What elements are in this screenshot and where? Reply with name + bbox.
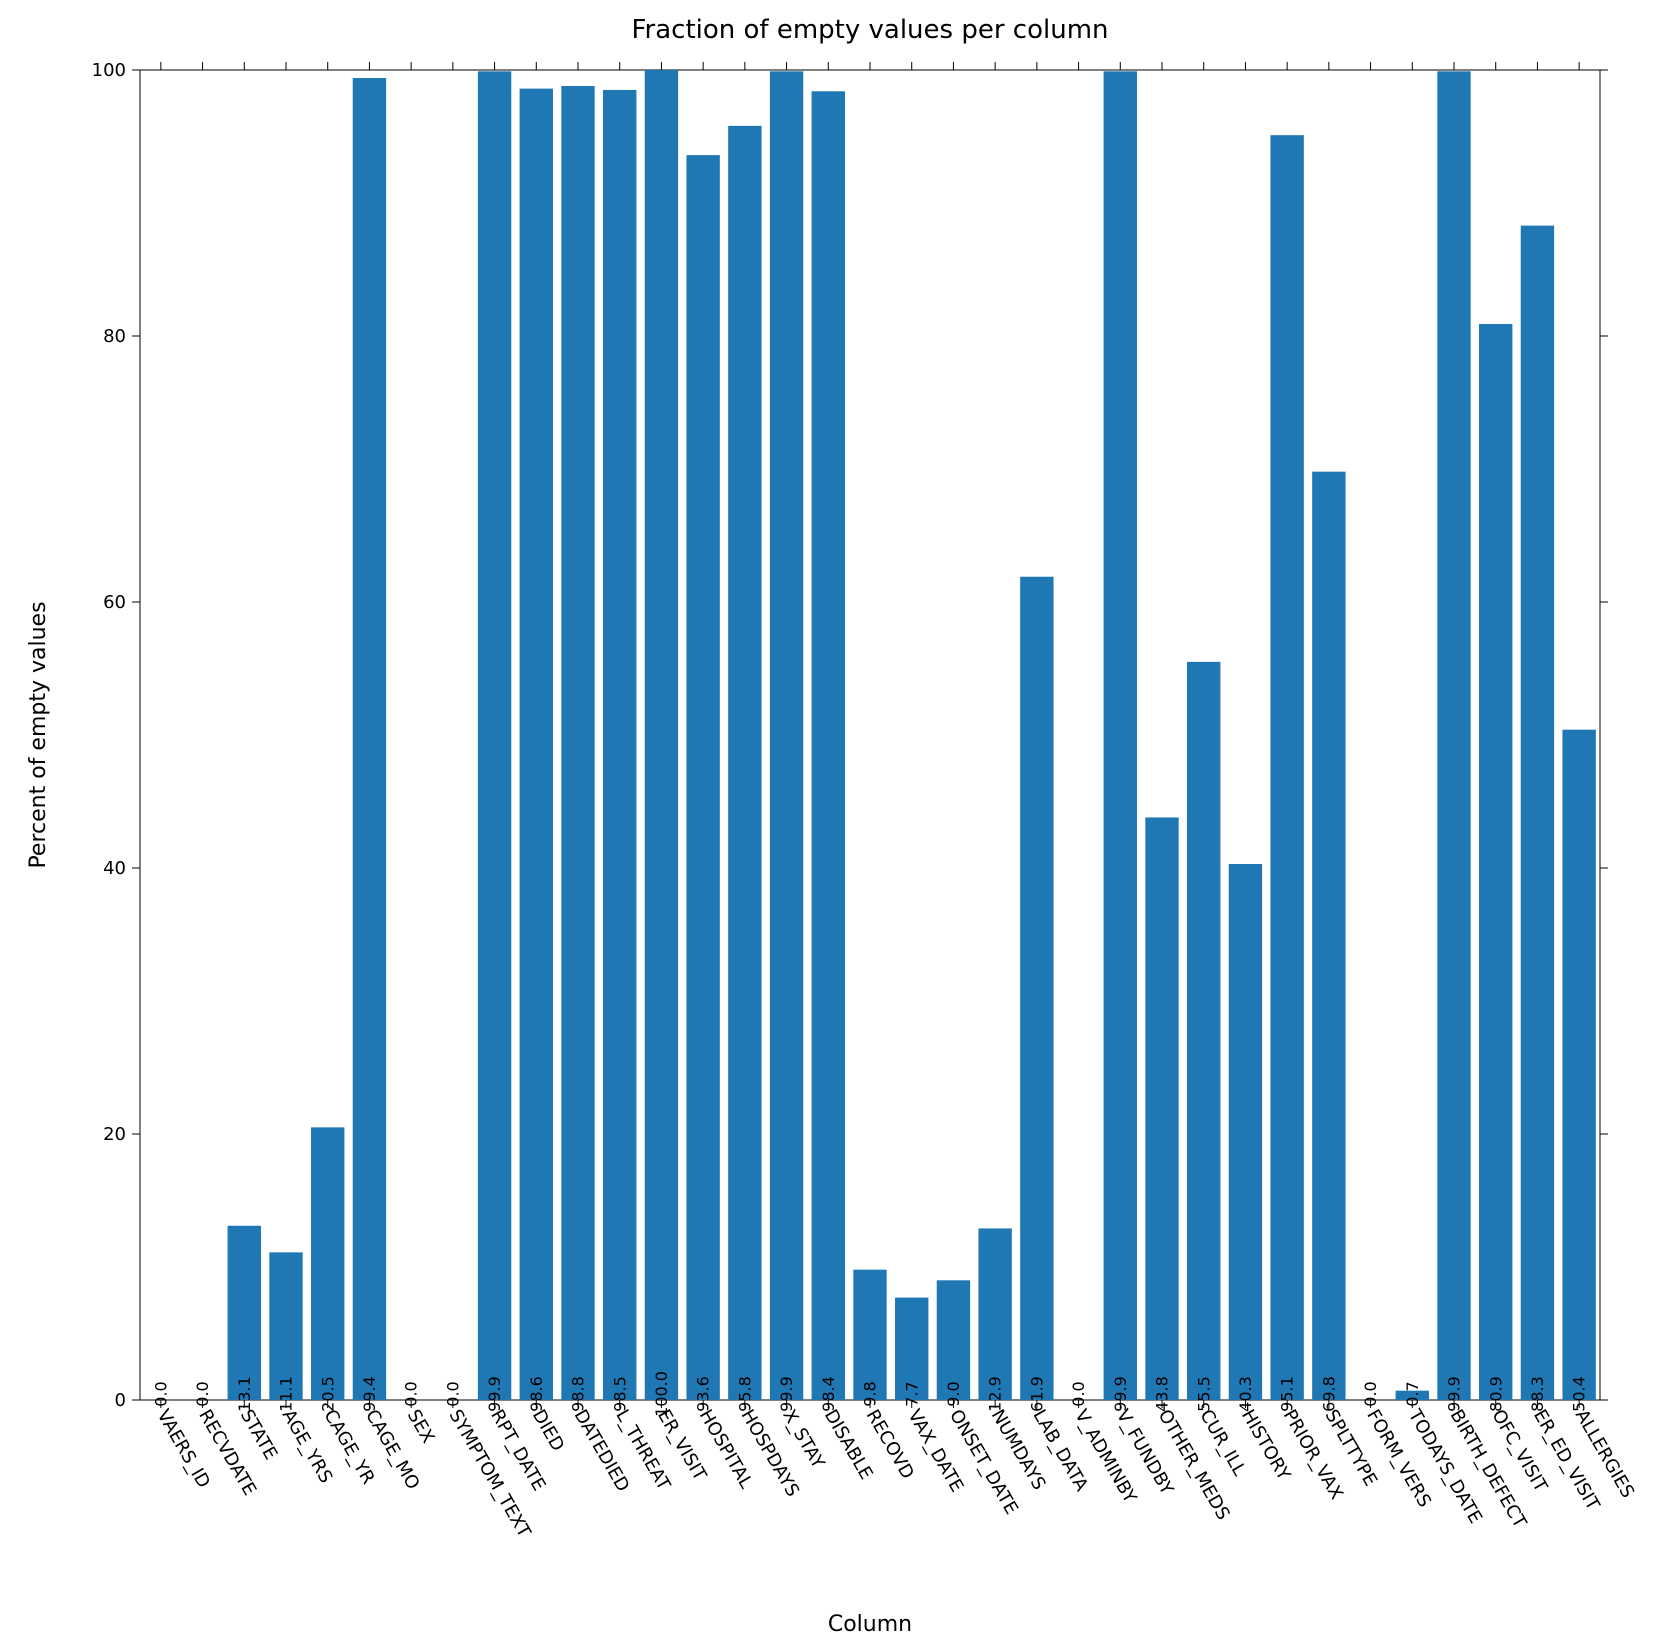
y-tick-label: 80 [103,326,126,347]
y-axis-label: Percent of empty values [26,601,51,868]
bar [353,78,386,1400]
y-tick-label: 100 [92,60,126,81]
bar [1479,324,1512,1400]
bar [1020,577,1053,1400]
chart-title: Fraction of empty values per column [631,15,1108,45]
bar-chart: Fraction of empty values per column Perce… [0,0,1654,1651]
bar [478,71,511,1400]
bar [228,1226,261,1400]
bar [1437,71,1470,1400]
bar [978,1228,1011,1400]
bar [1521,226,1554,1400]
bar [1229,864,1262,1400]
bar [603,90,636,1400]
y-tick-label: 20 [103,1124,126,1145]
bar [311,1127,344,1400]
bar [520,89,553,1400]
bar [1562,730,1595,1400]
bar [1104,71,1137,1400]
bar [770,71,803,1400]
x-axis-label: Column [828,1612,912,1637]
bar [1145,817,1178,1400]
bar [1312,472,1345,1400]
bar [812,91,845,1400]
bar [1187,662,1220,1400]
chart-container: Fraction of empty values per column Perce… [0,0,1654,1651]
y-tick-label: 40 [103,858,126,879]
bar [686,155,719,1400]
bar [561,86,594,1400]
y-tick-label: 60 [103,592,126,613]
bar [728,126,761,1400]
bar [1270,135,1303,1400]
bar [645,70,678,1400]
bar [853,1270,886,1400]
y-tick-label: 0 [115,1390,126,1411]
